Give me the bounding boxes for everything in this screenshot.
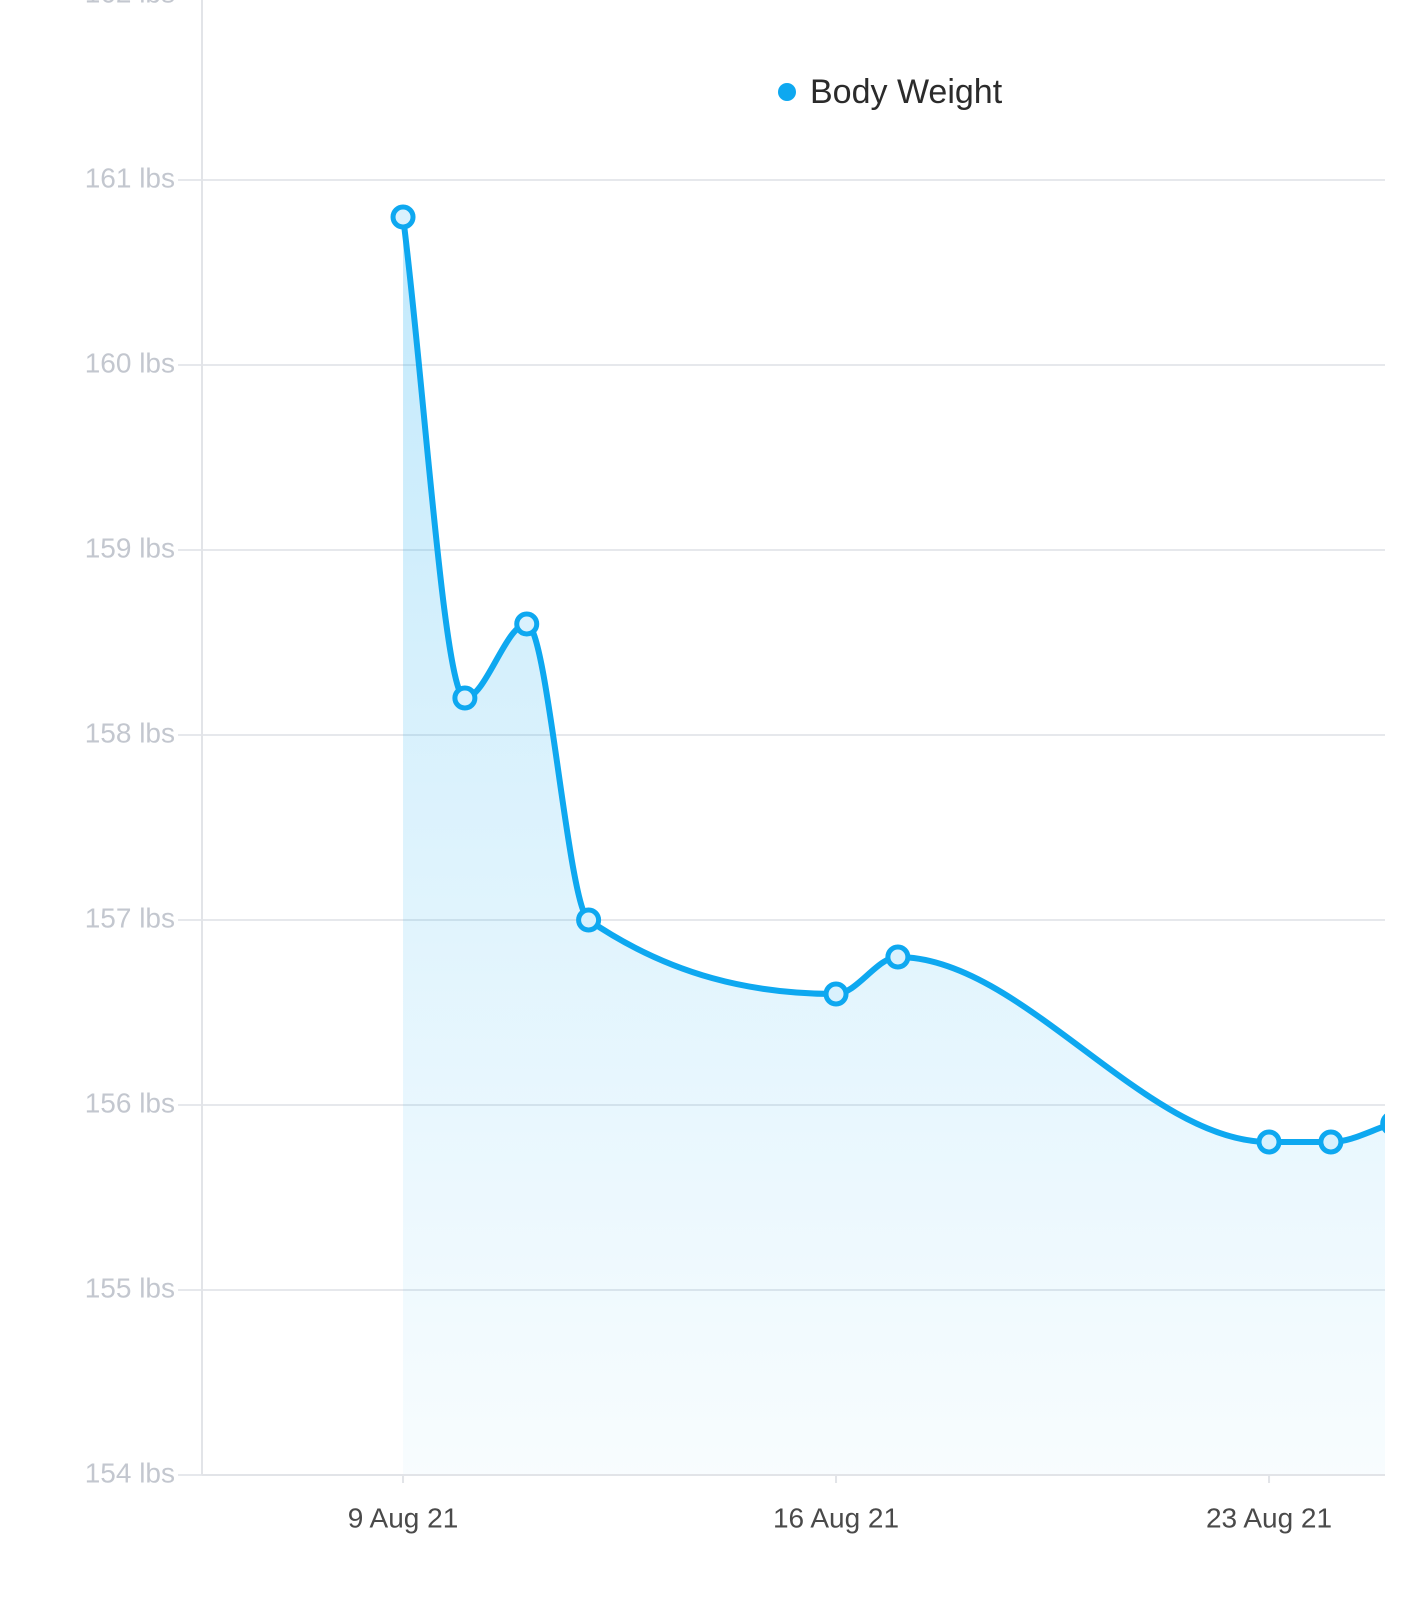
area — [403, 217, 1385, 1475]
point — [1318, 1129, 1344, 1155]
y-tick-label: 160 lbs — [85, 347, 175, 378]
point — [1256, 1129, 1282, 1155]
point — [514, 611, 540, 637]
y-tick-label: 162 lbs — [85, 0, 175, 8]
x-tick-label: 23 Aug 21 — [1206, 1502, 1332, 1533]
legend-marker — [778, 83, 796, 101]
point — [823, 981, 849, 1007]
y-tick-label: 158 lbs — [85, 717, 175, 748]
x-tick-label: 16 Aug 21 — [773, 1502, 899, 1533]
point — [885, 944, 911, 970]
y-tick-label: 155 lbs — [85, 1272, 175, 1303]
point — [452, 685, 478, 711]
point — [1380, 1113, 1385, 1134]
y-tick-label: 156 lbs — [85, 1087, 175, 1118]
point — [576, 907, 602, 933]
y-tick-label: 154 lbs — [85, 1457, 175, 1488]
point — [390, 204, 416, 230]
y-tick-label: 159 lbs — [85, 532, 175, 563]
x-tick-label: 9 Aug 21 — [348, 1502, 459, 1533]
legend-label: Body Weight — [810, 73, 1003, 111]
axes: 154 lbs 155 lbs 156 lbs 157 lbs 158 lbs 159 l… — [85, 0, 1385, 1533]
y-tick-label: 157 lbs — [85, 902, 175, 933]
plot-area — [390, 204, 1385, 1475]
y-tick-label: 161 lbs — [85, 162, 175, 193]
